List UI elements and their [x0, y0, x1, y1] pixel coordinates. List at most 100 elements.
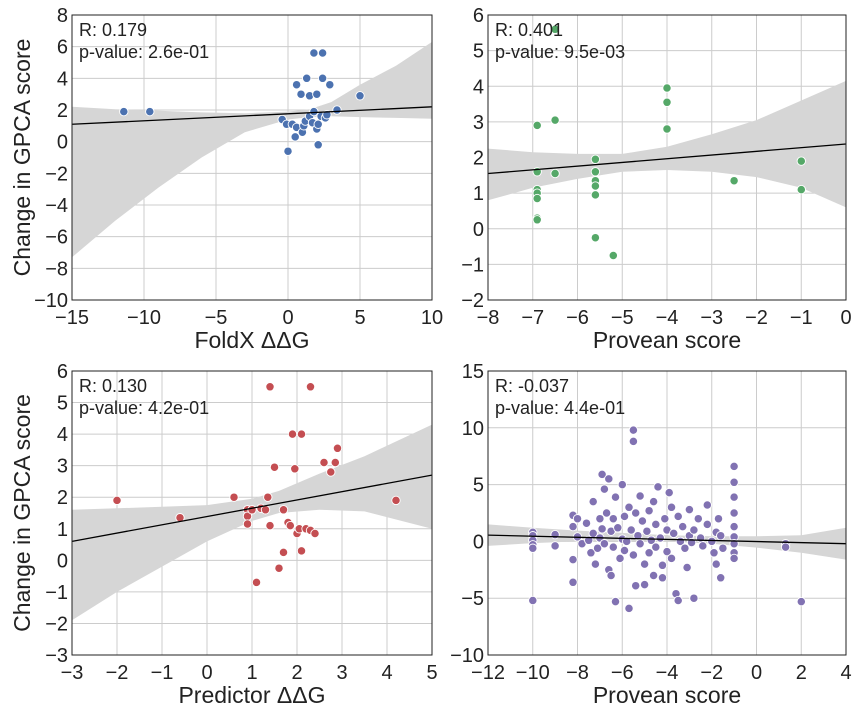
data-point [265, 382, 275, 392]
r-value-annotation: R: 0.179 [79, 20, 147, 40]
data-point [709, 548, 719, 558]
data-point [590, 181, 601, 191]
x-tick-label: 10 [421, 307, 443, 329]
x-tick-label: −7 [521, 307, 544, 329]
x-tick-label: 3 [336, 662, 347, 684]
data-point [597, 524, 607, 534]
x-tick-label: −8 [477, 307, 500, 329]
plot-provean-score-top: −8 −7 −6 −5 −4 −3 −2 −1 0 −2 −1 0 1 2 3 4 5 6 Provean scor… [461, 5, 851, 353]
y-tick-label: 6 [473, 5, 484, 27]
y-tick-label: −10 [34, 290, 68, 312]
data-point [673, 595, 683, 606]
x-tick-label: −6 [566, 307, 589, 329]
x-tick-label: −2 [745, 307, 768, 329]
data-point [586, 548, 596, 558]
data-point [604, 474, 614, 484]
data-point [631, 581, 641, 591]
data-point [729, 461, 739, 472]
data-point [319, 457, 329, 468]
data-point [666, 502, 677, 512]
data-point [590, 559, 601, 569]
y-tick-label: −8 [45, 258, 68, 280]
data-point [664, 487, 674, 498]
y-tick-label: 15 [462, 361, 484, 383]
x-tick-label: 2 [796, 662, 807, 684]
data-point [648, 570, 659, 581]
data-point [624, 603, 634, 614]
data-point [622, 536, 632, 547]
data-point [716, 573, 726, 583]
x-tick-label: 5 [354, 307, 365, 329]
data-point [682, 562, 692, 573]
y-tick-label: −5 [461, 588, 484, 610]
data-point [287, 429, 298, 439]
data-point [678, 521, 688, 532]
x-tick-label: 0 [840, 307, 851, 329]
data-point [680, 543, 690, 553]
data-point [689, 525, 699, 535]
y-tick-label: 3 [473, 112, 484, 134]
data-point [662, 83, 672, 93]
data-point [729, 176, 739, 186]
y-tick-label: −6 [45, 227, 68, 249]
data-point [332, 443, 343, 453]
data-point [290, 132, 300, 142]
y-tick-label: −4 [45, 195, 68, 217]
regression-line [72, 474, 432, 543]
data-point [624, 502, 634, 512]
y-tick-label: 6 [57, 361, 68, 383]
plot-frame [487, 14, 847, 301]
data-point [581, 518, 592, 528]
data-point [619, 511, 630, 522]
data-point [628, 425, 639, 435]
regression-line [488, 534, 846, 545]
data-point [391, 495, 401, 506]
data-point [617, 479, 627, 490]
x-tick-label: −10 [516, 662, 550, 684]
data-point [639, 559, 650, 569]
y-tick-label: −1 [45, 582, 68, 604]
y-tick-label: 8 [57, 5, 68, 27]
data-point [265, 520, 275, 531]
confidence-band [72, 424, 432, 621]
data-point [615, 553, 625, 564]
data-point [707, 536, 717, 547]
data-point [592, 543, 603, 553]
y-tick-label: −2 [45, 163, 68, 185]
data-point [610, 596, 621, 607]
data-point [660, 514, 670, 524]
data-point [718, 543, 728, 553]
data-point [635, 539, 645, 549]
data-point [550, 168, 560, 179]
y-tick-label: 2 [473, 148, 484, 170]
data-point [606, 570, 616, 581]
data-point [550, 24, 560, 34]
x-tick-label: −5 [205, 307, 228, 329]
y-tick-label: 5 [473, 41, 484, 63]
data-point [628, 550, 639, 560]
x-axis-label: Predictor ΔΔG [178, 682, 325, 708]
data-point [655, 533, 665, 543]
data-point [332, 105, 342, 115]
data-point [588, 496, 598, 507]
data-point [312, 89, 322, 99]
data-point [263, 492, 273, 502]
data-point [653, 482, 663, 492]
x-tick-label: −2 [106, 662, 129, 684]
data-point [713, 514, 724, 524]
data-point [568, 521, 578, 532]
x-axis-label: FoldX ΔΔG [194, 327, 309, 353]
data-point [274, 563, 284, 573]
data-point [729, 508, 739, 518]
data-point [662, 546, 672, 557]
data-point [568, 577, 578, 587]
y-tick-label: 1 [473, 183, 484, 205]
data-point [729, 492, 739, 502]
data-point [669, 528, 679, 539]
y-tick-label: 5 [473, 475, 484, 497]
x-axis-label: Provean score [593, 327, 741, 353]
data-point [673, 511, 683, 522]
data-point [550, 115, 560, 125]
